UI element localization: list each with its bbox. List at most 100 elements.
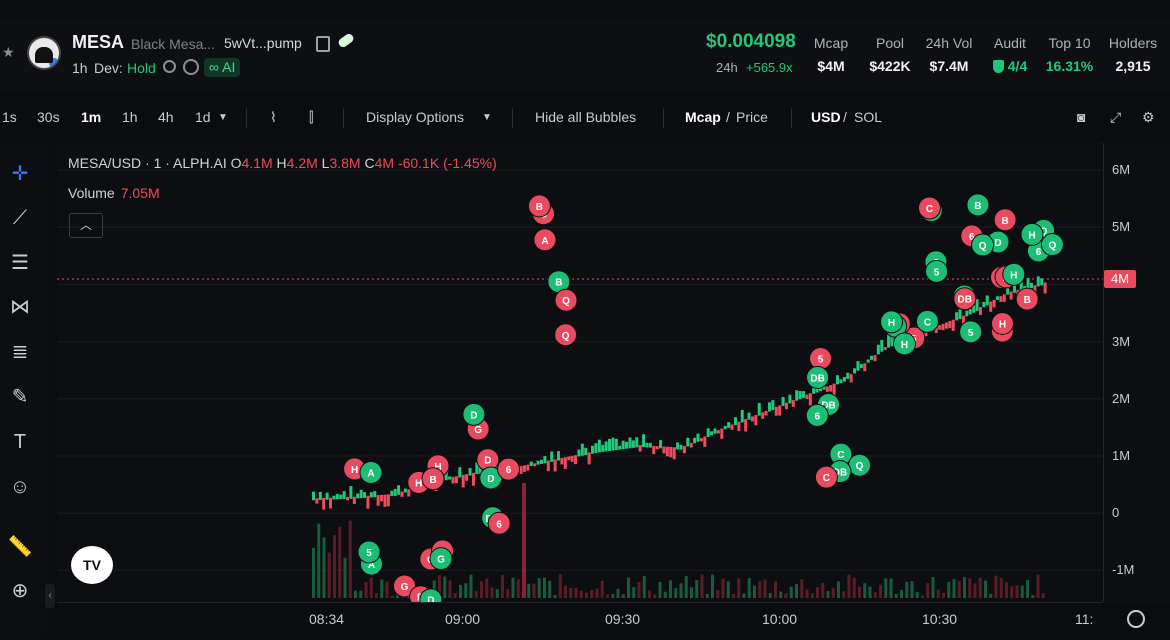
high-value: 4.2M [286,155,318,171]
volume-bar [490,587,494,598]
fib-icon[interactable]: ≣ [11,341,29,363]
interval-dropdown-icon[interactable]: ▼ [218,112,228,123]
crosshair-icon[interactable]: ✛ [11,163,29,185]
sidebar-collapse-button[interactable]: ‹ [45,584,55,608]
volume-bar [747,578,751,598]
divider [663,108,664,128]
trade-bubble [993,208,1017,232]
stat-label: Audit [994,35,1026,51]
ruler-icon[interactable]: 📏 [7,536,33,558]
interval-1d[interactable]: 1d [195,109,211,125]
candle [699,438,703,442]
legend-collapse-button[interactable]: ︿ [69,213,103,238]
text-icon[interactable]: T [13,431,27,453]
trendline-icon[interactable]: ⟋ [13,207,27,229]
bubble-label: G [437,555,445,566]
token-address[interactable]: 5wVt...pump [224,35,302,51]
stat-audit[interactable]: Audit 4/4 [985,35,1035,74]
candle [778,405,782,416]
pattern-icon[interactable]: ⋈ [10,296,30,318]
horizontal-lines-icon[interactable]: ☰ [11,252,29,274]
zoom-icon[interactable]: ⊕ [11,580,29,602]
bubble-label: 6 [496,519,502,530]
candle [591,445,595,454]
candle [546,460,550,472]
price-chart[interactable]: HGAA5HHDCDBGBGDBDD66DBCQAQBCQDBDB6C5DBHC… [57,143,1103,612]
display-options-chevron-icon[interactable]: ▼ [482,112,492,123]
display-options-button[interactable]: Display Options [366,109,465,125]
indicator-icon[interactable]: ⌇ [270,109,277,125]
candle [577,449,581,457]
time-axis[interactable] [57,602,1103,640]
token-header [0,18,1170,90]
brush-icon[interactable]: ✎ [11,386,29,408]
settings-icon[interactable]: ⚙ [1142,109,1155,125]
volume-bar [774,581,777,598]
volume-bar [343,557,347,598]
chart-canvas[interactable]: HGAA5HHDCDBGBGDBDD66DBCQAQBCQDBDB6C5DBHC… [57,143,1103,612]
volume-bar [973,583,977,598]
volume-bar [532,583,536,598]
interval-30s[interactable]: 30s [37,109,60,125]
price-toggle[interactable]: Price [736,109,768,125]
search-icon[interactable] [163,60,176,73]
volume-bar [716,590,720,598]
copy-icon[interactable] [316,36,330,52]
volume-bar [380,579,384,598]
x-tick-label: 11: [1075,611,1094,627]
candle [968,308,972,315]
volume-bar [569,587,573,598]
candle [352,496,356,505]
candle [652,445,656,455]
interval-1h[interactable]: 1h [122,109,138,125]
hide-bubbles-button[interactable]: Hide all Bubbles [535,109,637,125]
candle [594,443,598,454]
trade-bubble [393,574,417,598]
star-icon[interactable]: ★ [2,44,15,60]
volume-bar [1026,579,1029,598]
camera-icon[interactable]: ◙ [1077,109,1086,125]
volume-bar [327,552,331,598]
globe-icon[interactable] [183,59,199,75]
candle [829,385,833,392]
volume-bar [312,547,315,598]
sol-toggle[interactable]: SOL [854,109,883,125]
candles-icon[interactable]: ⫿ [309,109,314,125]
ai-badge[interactable]: ∞ AI [204,58,241,77]
candle [390,490,394,497]
volume-spike [522,483,526,598]
candle [628,437,632,449]
fullscreen-icon[interactable]: ⤢ [1110,109,1122,125]
volume-bar [333,535,336,598]
interval-4h[interactable]: 4h [158,109,174,125]
emoji-icon[interactable]: ☺ [9,476,31,498]
candle [788,394,792,404]
candle [665,446,669,457]
usd-toggle[interactable]: USD [811,109,841,125]
interval-1s[interactable]: 1s [2,109,17,125]
candle [961,315,965,327]
candle [539,459,543,464]
axis-settings-icon[interactable] [1127,610,1145,628]
volume-bar [495,589,499,598]
volume-bar [931,577,935,598]
volume-bar [1005,582,1008,598]
candle [604,441,608,452]
volume-bar [464,583,468,598]
candle [342,491,346,500]
dev-label: Dev: [94,60,123,76]
trade-bubble [487,511,511,535]
interval-1m[interactable]: 1m [81,109,102,125]
candle [798,391,802,400]
candle [710,431,714,436]
x-tick-label: 10:30 [922,611,958,627]
trade-bubble [357,540,381,564]
tradingview-logo[interactable]: TV [71,546,113,584]
candle [938,325,942,330]
candle [597,439,601,453]
candle [1033,285,1037,293]
trade-bubble [805,403,829,427]
candle [318,491,322,500]
price-axis[interactable] [1103,143,1170,602]
mcap-toggle[interactable]: Mcap [685,109,721,125]
